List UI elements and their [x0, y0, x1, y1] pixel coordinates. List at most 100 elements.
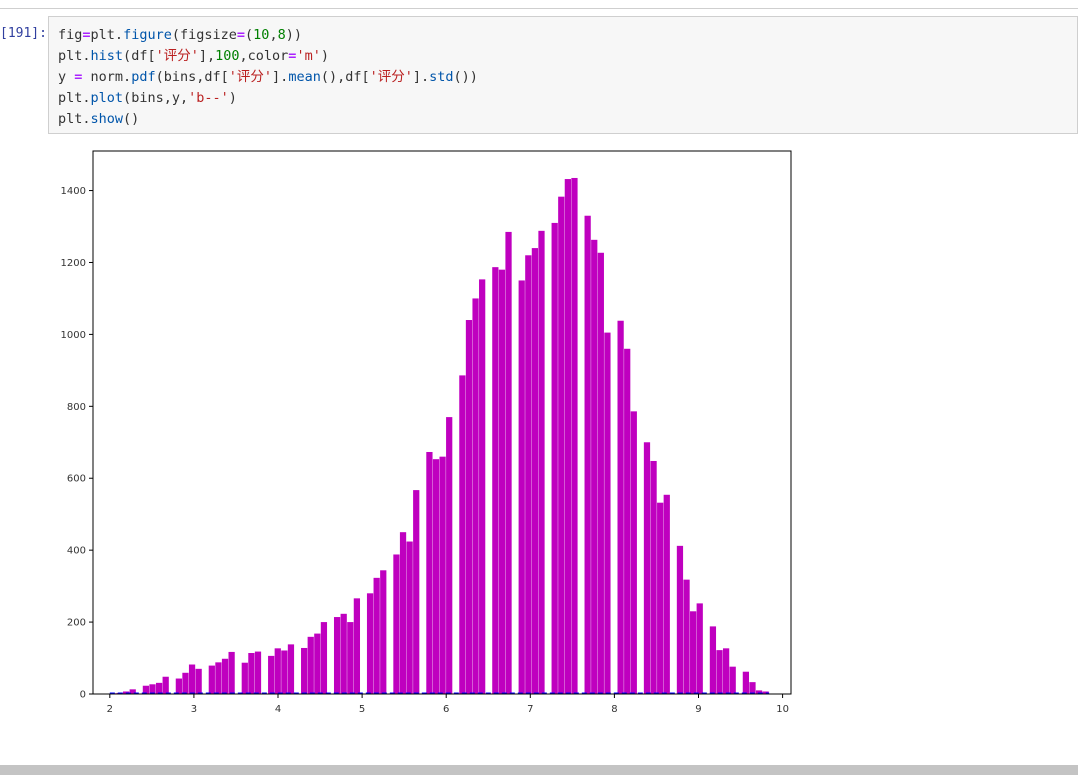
histogram-bar [597, 252, 604, 694]
code-token: bins [131, 90, 164, 106]
histogram-bar [340, 613, 347, 694]
histogram-bar [492, 267, 499, 694]
histogram-bar [406, 541, 413, 694]
code-line: plt.hist(df['评分'],100,color='m') [58, 46, 478, 67]
code-token: (), [320, 69, 346, 85]
code-token: ( [171, 27, 180, 43]
histogram-bar [129, 689, 136, 694]
y-tick-label: 800 [67, 402, 86, 413]
histogram-bar [426, 451, 433, 694]
histogram-bar [162, 676, 169, 694]
histogram-bar [465, 320, 473, 694]
histogram-bar [749, 682, 756, 694]
code-token: [ [220, 69, 229, 85]
code-token: . [82, 111, 91, 127]
code-token: '评分' [228, 69, 273, 85]
histogram-bar [439, 456, 446, 694]
code-token: ( [155, 69, 164, 85]
code-token: 'b--' [188, 90, 229, 106]
code-token: ) [320, 48, 329, 64]
code-token: = [236, 27, 246, 43]
histogram-bar [755, 690, 763, 694]
histogram-bar [643, 442, 651, 694]
code-token: norm [82, 69, 124, 85]
x-tick-label: 4 [275, 704, 281, 715]
histogram-bar [762, 691, 769, 694]
histogram-bar [498, 269, 506, 694]
histogram-bar [742, 671, 750, 694]
histogram-bar [268, 655, 275, 694]
code-line: plt.plot(bins,y,'b--') [58, 88, 478, 109]
code-token: . [82, 90, 91, 106]
code-editor[interactable]: fig=plt.figure(figsize=(10,8)) plt.hist(d… [58, 25, 478, 130]
histogram-bar [551, 222, 558, 694]
histogram-bar [459, 375, 466, 694]
histogram-bar [472, 298, 479, 694]
x-tick-label: 3 [191, 704, 197, 715]
histogram-bar [525, 255, 532, 694]
code-token: 100 [215, 48, 240, 64]
histogram-bar [696, 603, 703, 694]
histogram-bar [676, 545, 684, 694]
code-token: ( [123, 90, 132, 106]
code-token: plt [58, 90, 83, 106]
histogram-bar [188, 664, 196, 694]
histogram-bar [195, 668, 202, 694]
histogram-bar [254, 651, 262, 694]
x-tick-label: 8 [611, 704, 617, 715]
scroll-indicator-bar[interactable] [0, 765, 1078, 775]
code-token: , [269, 27, 278, 43]
histogram-bar [531, 248, 539, 694]
histogram-bar [281, 650, 288, 694]
histogram-bar [307, 636, 314, 694]
code-token: = [74, 69, 83, 85]
histogram-bar [584, 215, 591, 694]
histogram-bar [657, 502, 664, 694]
histogram-bar [690, 611, 697, 694]
histogram-bar [221, 658, 229, 694]
histogram-bar [413, 490, 420, 694]
histogram-bar [333, 617, 341, 694]
code-line: plt.show() [58, 109, 478, 130]
histogram-bar [287, 644, 295, 694]
histogram-bar [380, 570, 387, 694]
histogram-bar [722, 648, 730, 694]
histogram-bar [558, 196, 565, 694]
code-token: color [247, 48, 289, 64]
histogram-bar [729, 666, 736, 694]
histogram-bar [142, 685, 150, 694]
histogram-bar [248, 653, 255, 694]
histogram-bar [314, 633, 321, 694]
code-token: [ [361, 69, 370, 85]
histogram-bar [571, 177, 578, 694]
histogram-bar [208, 665, 215, 694]
code-cell[interactable]: fig=plt.figure(figsize=(10,8)) plt.hist(d… [48, 16, 1078, 134]
histogram-bar [564, 179, 571, 694]
histogram-bar [175, 678, 182, 694]
cell-output: 2 3 4 5 6 7 8 9 10 0 200 400 600 800 1000 1200 1400 [48, 136, 808, 726]
code-token: '评分' [155, 48, 199, 64]
histogram-bar [591, 239, 598, 695]
code-token: plt [58, 48, 83, 64]
histogram-bar [373, 577, 380, 694]
code-token: ], [198, 48, 216, 64]
code-token: df [345, 69, 362, 85]
code-token: df [131, 48, 148, 64]
code-token: , [196, 69, 205, 85]
histogram-bar [709, 626, 717, 694]
code-line: y = norm.pdf(bins,df['评分'].mean(),df['评分… [58, 67, 478, 88]
x-tick-label: 5 [359, 704, 365, 715]
code-token: ()) [453, 69, 478, 85]
histogram-bar [505, 231, 512, 695]
y-tick-label: 1000 [61, 330, 86, 341]
code-token: ( [245, 27, 254, 43]
code-token: )) [285, 27, 302, 43]
code-token: show [90, 111, 124, 127]
code-token: . [82, 48, 91, 64]
histogram-bar [241, 662, 248, 694]
histogram-bar [399, 532, 407, 694]
histogram-bar [650, 460, 657, 694]
code-token: = [288, 48, 297, 64]
code-token: 'm' [296, 48, 321, 64]
histogram-bar [630, 411, 637, 694]
